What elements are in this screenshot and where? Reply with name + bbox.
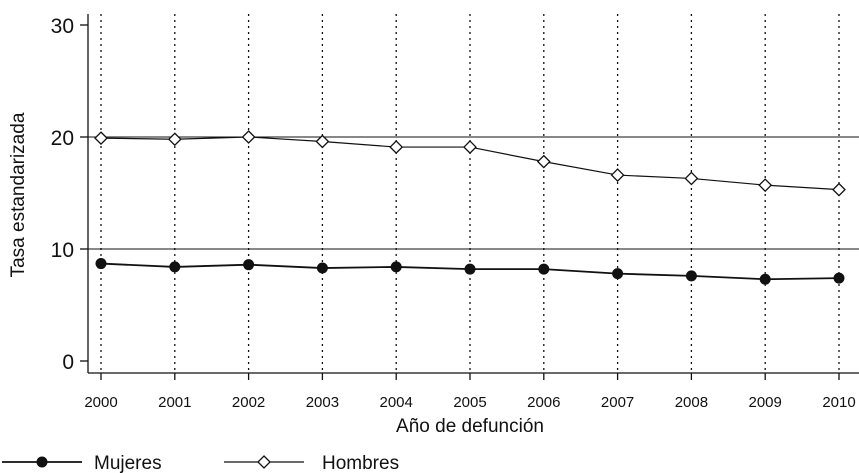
- series-hombres: [94, 130, 846, 197]
- y-ticks: 0 10 20 30: [51, 15, 88, 374]
- axes: [87, 14, 859, 374]
- point-mujeres-2007: [612, 268, 624, 280]
- x-tick-label-2002: 2002: [232, 394, 265, 411]
- series-mujeres: [95, 258, 845, 285]
- point-mujeres-2003: [316, 262, 328, 274]
- x-tick-label-2006: 2006: [527, 394, 560, 411]
- point-hombres-2008: [684, 171, 699, 186]
- x-tick-label-2000: 2000: [84, 394, 117, 411]
- x-tick-label-2007: 2007: [601, 394, 634, 411]
- point-mujeres-2000: [95, 258, 107, 270]
- point-hombres-2000: [94, 131, 108, 146]
- point-hombres-2005: [463, 140, 477, 154]
- series-group: [94, 130, 846, 285]
- x-axis-label: Año de defunción: [396, 416, 544, 437]
- y-axis-label: Tasa estandarizada: [8, 112, 29, 277]
- y-tick-label-0: 0: [62, 351, 74, 374]
- legend-marker-mujeres: [36, 456, 48, 468]
- point-hombres-2007: [610, 168, 625, 182]
- legend-marker-hombres: [257, 455, 271, 469]
- grid: [88, 14, 859, 373]
- x-tick-label-2005: 2005: [453, 394, 486, 411]
- legend-label-mujeres: Mujeres: [94, 453, 162, 473]
- x-tick-label-2003: 2003: [306, 394, 339, 411]
- y-tick-label-30: 30: [51, 15, 74, 38]
- legend-item-hombres: Hombres: [224, 453, 399, 473]
- x-tick-label-2008: 2008: [675, 394, 708, 411]
- point-mujeres-2002: [243, 259, 255, 271]
- legend-item-mujeres: Mujeres: [2, 453, 162, 473]
- x-tick-label-2004: 2004: [380, 394, 413, 411]
- point-hombres-2009: [758, 178, 773, 193]
- x-ticks: 2000 2001 2002 2003 2004 2005 2006 2007 2008 2009…: [84, 373, 856, 411]
- point-mujeres-2006: [538, 263, 550, 275]
- y-tick-label-10: 10: [51, 239, 74, 262]
- point-mujeres-2009: [759, 273, 771, 285]
- point-mujeres-2005: [464, 263, 476, 275]
- point-hombres-2003: [315, 134, 330, 149]
- x-tick-label-2009: 2009: [749, 394, 782, 411]
- x-tick-label-2001: 2001: [158, 394, 191, 411]
- point-mujeres-2008: [685, 270, 697, 282]
- point-mujeres-2001: [169, 261, 181, 273]
- point-mujeres-2010: [833, 272, 845, 284]
- legend: Mujeres Hombres: [2, 453, 399, 473]
- point-hombres-2006: [536, 154, 551, 169]
- point-mujeres-2004: [390, 261, 402, 273]
- point-hombres-2004: [389, 140, 404, 154]
- legend-label-hombres: Hombres: [322, 453, 399, 473]
- point-hombres-2002: [241, 130, 256, 144]
- x-tick-label-2010: 2010: [822, 394, 855, 411]
- point-hombres-2001: [167, 132, 182, 147]
- y-tick-label-20: 20: [51, 127, 74, 150]
- point-hombres-2010: [832, 182, 846, 197]
